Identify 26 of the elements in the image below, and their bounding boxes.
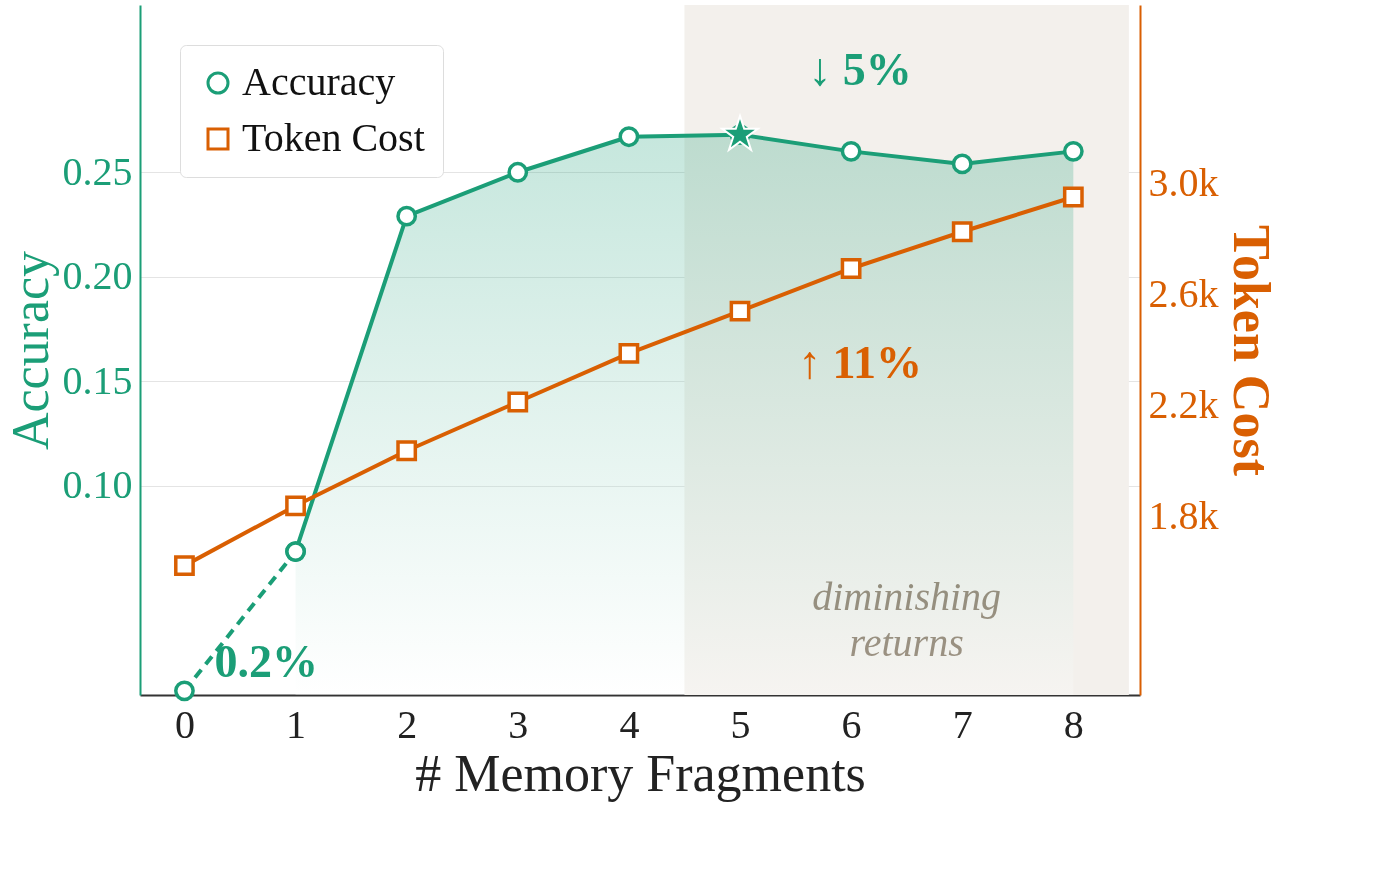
annotation: ↓ 5% <box>808 43 912 95</box>
x-tick-label: 3 <box>508 701 529 747</box>
x-tick-label: 4 <box>619 701 640 747</box>
annotation: ↑ 11% <box>798 336 922 388</box>
band-label: diminishing returns <box>812 574 1002 666</box>
y2-tick-label: 3.0k <box>1148 159 1219 205</box>
x-tick-label: 7 <box>952 701 973 747</box>
x-tick-label: 1 <box>286 701 307 747</box>
y-tick-label: 0.25 <box>62 148 133 194</box>
y-tick-label: 0.10 <box>62 462 133 508</box>
x-axis-title: # Memory Fragments <box>415 744 866 802</box>
x-tick-label: 5 <box>730 701 751 747</box>
y-axis-title: Accuracy <box>1 250 59 451</box>
y2-tick-label: 2.2k <box>1148 382 1219 428</box>
y-tick-label: 0.15 <box>62 357 133 403</box>
annotation: 0.2% <box>214 635 318 687</box>
legend-label: Token Cost <box>242 115 425 160</box>
y-tick-label: 0.20 <box>62 253 133 299</box>
x-tick-label: 6 <box>841 701 862 747</box>
y2-tick-label: 1.8k <box>1148 493 1219 539</box>
y2-axis-title: Token Cost <box>1222 225 1280 477</box>
x-tick-label: 8 <box>1063 701 1084 747</box>
legend-label: Accuracy <box>242 59 396 104</box>
x-tick-label: 0 <box>174 701 195 747</box>
y2-tick-label: 2.6k <box>1148 270 1219 316</box>
x-tick-label: 2 <box>397 701 418 747</box>
